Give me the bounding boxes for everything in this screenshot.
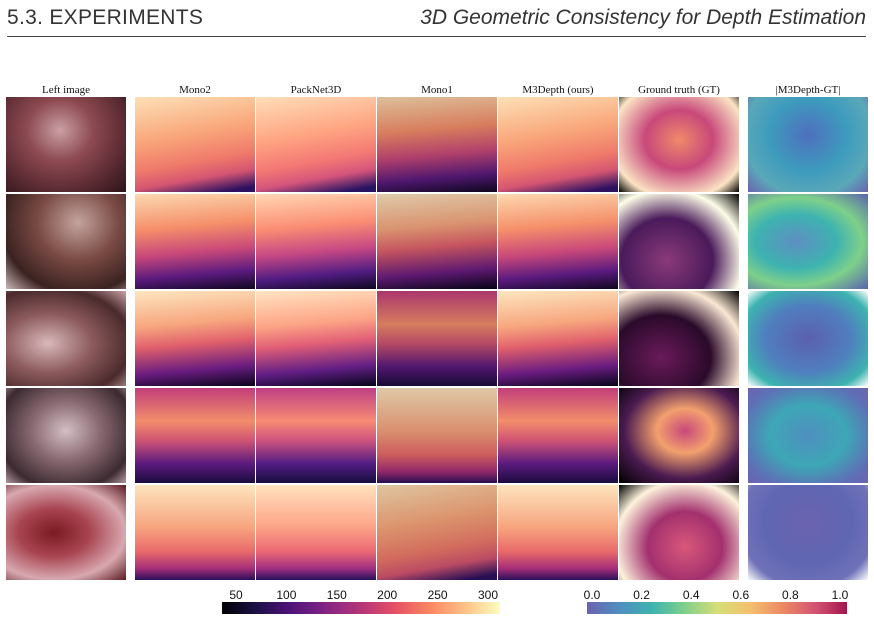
depth-colorbar <box>222 602 500 614</box>
packnet3d-depth-cell <box>256 388 376 483</box>
packnet3d-depth-cell <box>256 97 376 192</box>
left-image-cell <box>6 388 126 483</box>
mono2-depth-cell <box>135 388 255 483</box>
depth-colorbar-tick: 100 <box>276 588 297 602</box>
error-colorbar-tick: 0.8 <box>782 588 799 602</box>
ground-truth-cell <box>619 485 739 580</box>
ground-truth-cell <box>619 97 739 192</box>
mono2-depth-cell <box>135 97 255 192</box>
column-header: Left image <box>42 84 90 96</box>
mono1-depth-cell <box>377 97 497 192</box>
m3depth-depth-cell <box>498 485 618 580</box>
error-map-cell <box>748 97 868 192</box>
mono2-depth-cell <box>135 291 255 386</box>
error-map-cell <box>748 194 868 289</box>
packnet3d-depth-cell <box>256 291 376 386</box>
error-colorbar-tick: 0.0 <box>583 588 601 602</box>
section-header: 5.3. EXPERIMENTS <box>7 6 204 29</box>
error-colorbar-tick: 0.4 <box>682 588 700 602</box>
error-map-cell <box>748 388 868 483</box>
ground-truth-cell <box>619 194 739 289</box>
depth-colorbar-tick: 200 <box>377 588 398 602</box>
column-header: Mono2 <box>179 84 211 96</box>
m3depth-depth-cell <box>498 388 618 483</box>
error-colorbar <box>587 602 847 614</box>
depth-colorbar-tick: 50 <box>229 588 243 602</box>
chapter-title: 3D Geometric Consistency for Depth Estim… <box>420 6 866 29</box>
m3depth-depth-cell <box>498 291 618 386</box>
depth-colorbar-tick: 300 <box>477 588 499 602</box>
mono1-depth-cell <box>377 291 497 386</box>
column-header: Mono1 <box>421 84 453 96</box>
header-rule <box>7 36 866 37</box>
column-header: PackNet3D <box>290 84 342 96</box>
packnet3d-depth-cell <box>256 194 376 289</box>
m3depth-depth-cell <box>498 194 618 289</box>
left-image-cell <box>6 97 126 192</box>
left-image-cell <box>6 194 126 289</box>
column-header: Ground truth (GT) <box>638 84 720 96</box>
mono2-depth-cell <box>135 485 255 580</box>
left-image-cell <box>6 485 126 580</box>
mono1-depth-cell <box>377 194 497 289</box>
error-map-cell <box>748 291 868 386</box>
error-colorbar-tick: 0.2 <box>633 588 650 602</box>
error-colorbar-tick: 1.0 <box>831 588 849 602</box>
column-header: |M3Depth-GT| <box>775 84 841 96</box>
left-image-cell <box>6 291 126 386</box>
mono1-depth-cell <box>377 388 497 483</box>
packnet3d-depth-cell <box>256 485 376 580</box>
depth-colorbar-tick: 150 <box>326 588 347 602</box>
mono1-depth-cell <box>377 485 497 580</box>
ground-truth-cell <box>619 388 739 483</box>
depth-colorbar-tick: 250 <box>427 588 448 602</box>
error-map-cell <box>748 485 868 580</box>
ground-truth-cell <box>619 291 739 386</box>
m3depth-depth-cell <box>498 97 618 192</box>
column-header: M3Depth (ours) <box>522 84 594 96</box>
error-colorbar-tick: 0.6 <box>732 588 750 602</box>
mono2-depth-cell <box>135 194 255 289</box>
